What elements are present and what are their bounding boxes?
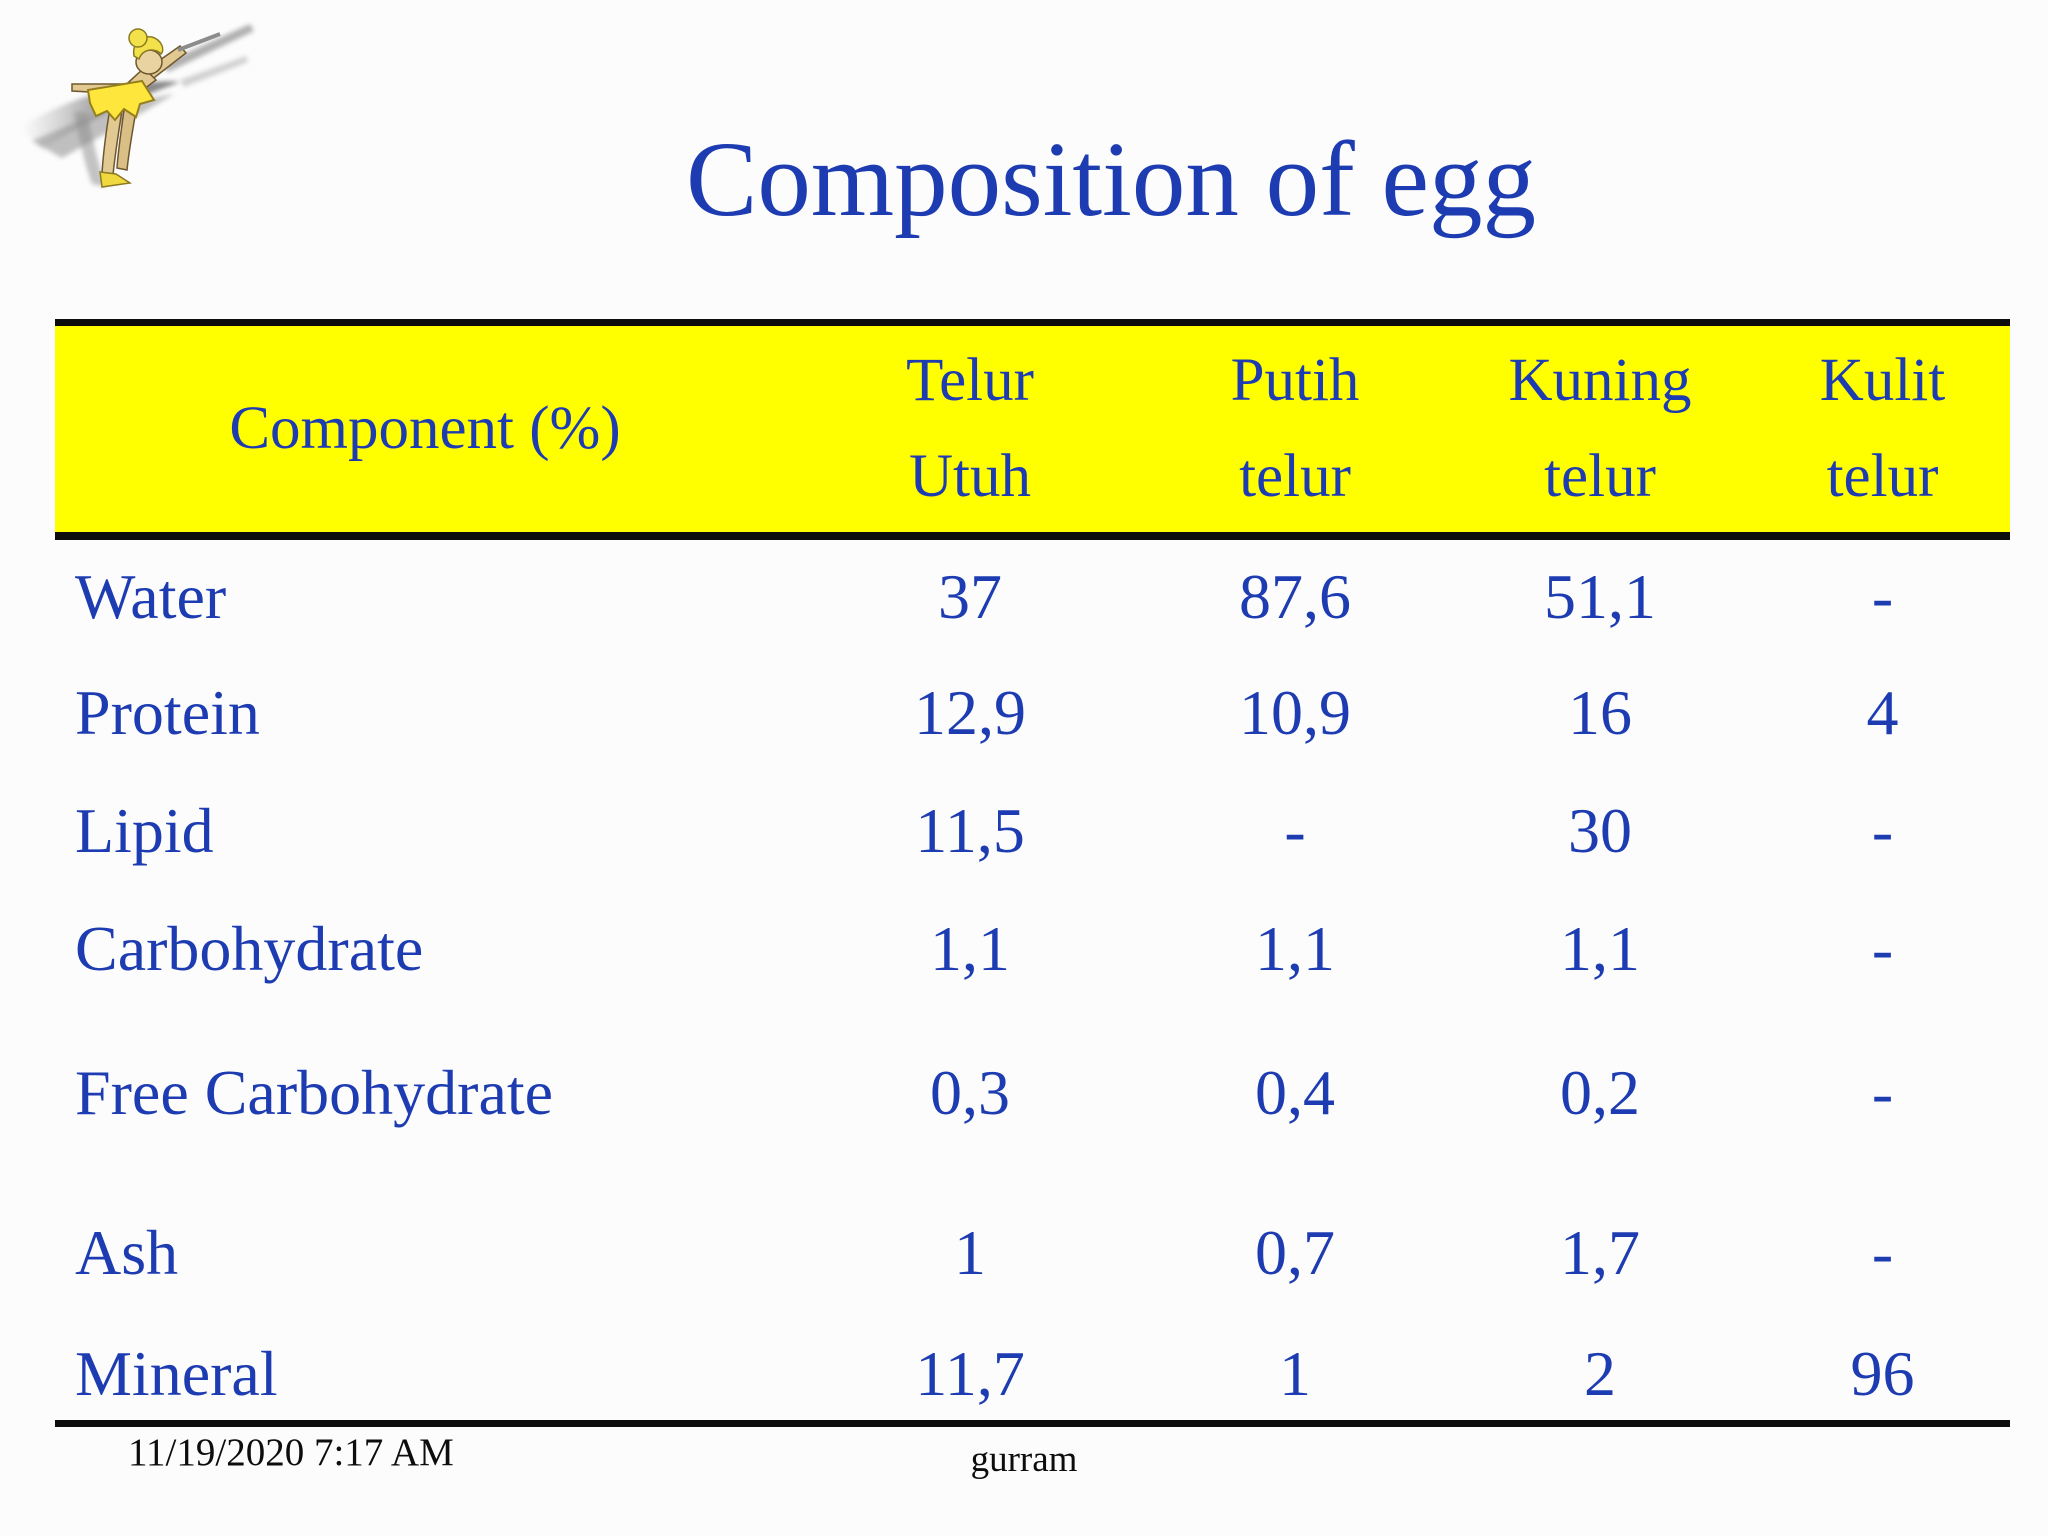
table-cell: 10,9 (1239, 677, 1351, 748)
row-label: Lipid (75, 795, 214, 866)
table-row-mineral: Mineral 11,7 1 2 96 (55, 1328, 2010, 1427)
composition-table: Component (%) Telur Utuh Putih telur Kun… (55, 319, 2010, 1427)
row-label: Protein (75, 677, 260, 748)
table-cell: - (1871, 913, 1894, 984)
fairy-clipart-icon (20, 24, 254, 188)
header-component: Component (%) (55, 319, 795, 540)
table-cell: 0,2 (1560, 1057, 1640, 1128)
table-cell: 11,5 (915, 795, 1025, 866)
table-cell: 37 (938, 561, 1002, 632)
table-cell: - (1871, 1057, 1894, 1128)
row-label: Water (75, 561, 227, 632)
table-cell: 1 (954, 1217, 986, 1288)
table-row-carbohydrate: Carbohydrate 1,1 1,1 1,1 - (55, 890, 2010, 1008)
row-label: Free Carbohydrate (75, 1057, 554, 1128)
header-putih-telur: Putih telur (1145, 319, 1445, 540)
table-row-free-carbohydrate: Free Carbohydrate 0,3 0,4 0,2 - (55, 1008, 2010, 1178)
table-cell: 1 (1145, 1328, 1445, 1427)
table-cell: - (1871, 795, 1894, 866)
row-label: Ash (75, 1217, 179, 1288)
table-cell: 1,1 (1560, 913, 1640, 984)
table-row-lipid: Lipid 11,5 - 30 - (55, 772, 2010, 890)
table-cell: 87,6 (1239, 561, 1351, 632)
table-row-protein: Protein 12,9 10,9 16 4 (55, 654, 2010, 772)
table-cell: 1,1 (930, 913, 1010, 984)
table-row-water: Water 37 87,6 51,1 - (55, 536, 2010, 654)
table-cell: 1,1 (1255, 913, 1335, 984)
table-cell: 2 (1445, 1328, 1755, 1427)
footer-datetime: 11/19/2020 7:17 AM (128, 1431, 454, 1474)
table-row-ash: Ash 1 0,7 1,7 - (55, 1178, 2010, 1328)
table-cell: 96 (1755, 1328, 2010, 1427)
table-cell: 11,7 (795, 1328, 1145, 1427)
header-kulit-telur: Kulit telur (1755, 319, 2010, 540)
page-title: Composition of egg (685, 121, 1537, 239)
row-label: Carbohydrate (75, 913, 424, 984)
table-header-row: Component (%) Telur Utuh Putih telur Kun… (55, 319, 2010, 540)
table-cell: 0,4 (1255, 1057, 1335, 1128)
table-cell: 4 (1866, 677, 1899, 748)
table-cell: 1,7 (1560, 1217, 1640, 1288)
table-cell: - (1871, 561, 1894, 632)
row-label: Mineral (55, 1328, 795, 1427)
table-cell: - (1284, 795, 1306, 866)
table-cell: 30 (1568, 795, 1632, 866)
footer-author: gurram (970, 1439, 1078, 1480)
header-telur-utuh: Telur Utuh (795, 319, 1145, 540)
table-cell: - (1871, 1217, 1894, 1288)
table-cell: 51,1 (1544, 561, 1656, 632)
table-cell: 12,9 (914, 677, 1026, 748)
table-cell: 0,7 (1255, 1217, 1335, 1288)
header-kuning-telur: Kuning telur (1445, 319, 1755, 540)
table-cell: 0,3 (930, 1057, 1010, 1128)
table-cell: 16 (1568, 677, 1632, 748)
